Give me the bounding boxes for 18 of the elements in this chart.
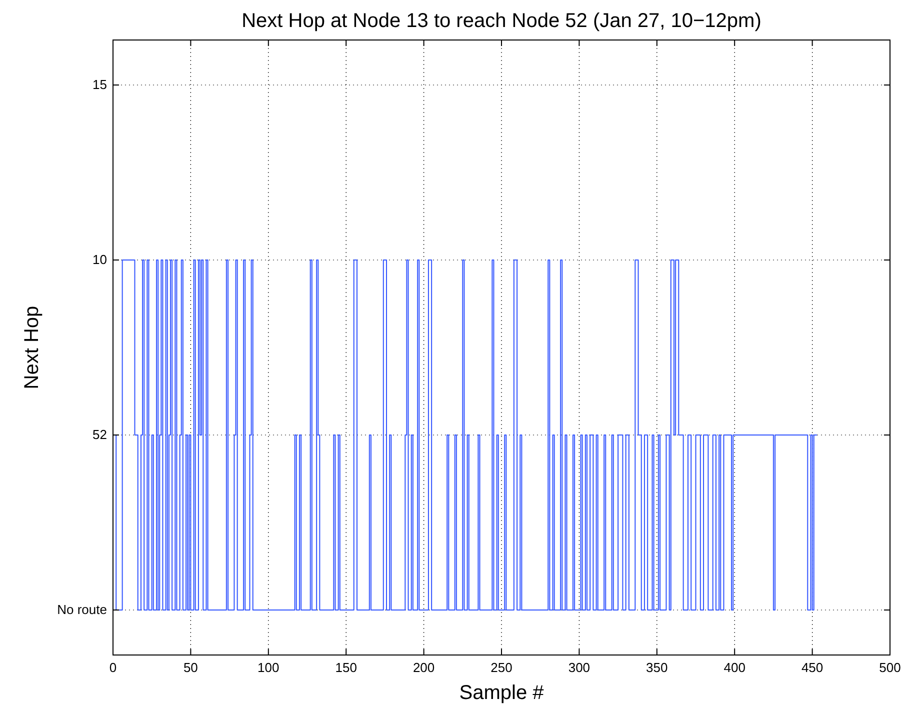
x-tick-label: 500 bbox=[879, 660, 901, 675]
chart-title: Next Hop at Node 13 to reach Node 52 (Jan 27, 10−12pm) bbox=[242, 10, 762, 32]
x-tick-label: 200 bbox=[412, 660, 435, 675]
x-tick-label: 0 bbox=[109, 660, 117, 675]
text: No route bbox=[57, 602, 107, 617]
x-tick-label: 400 bbox=[724, 660, 746, 675]
x-tick-label: 250 bbox=[490, 660, 512, 675]
x-tick-label: 450 bbox=[801, 660, 824, 675]
text: 15 bbox=[92, 77, 107, 92]
text: 10 bbox=[92, 252, 107, 267]
x-tick-label: 100 bbox=[258, 660, 280, 675]
x-tick-label: 50 bbox=[183, 660, 198, 675]
x-axis-title: Sample # bbox=[459, 682, 545, 704]
x-tick-label: 300 bbox=[568, 660, 590, 675]
y-axis-title: Next Hop bbox=[21, 306, 43, 390]
x-tick-label: 150 bbox=[335, 660, 357, 675]
text: 52 bbox=[92, 427, 107, 442]
x-tick-label: 350 bbox=[646, 660, 668, 675]
